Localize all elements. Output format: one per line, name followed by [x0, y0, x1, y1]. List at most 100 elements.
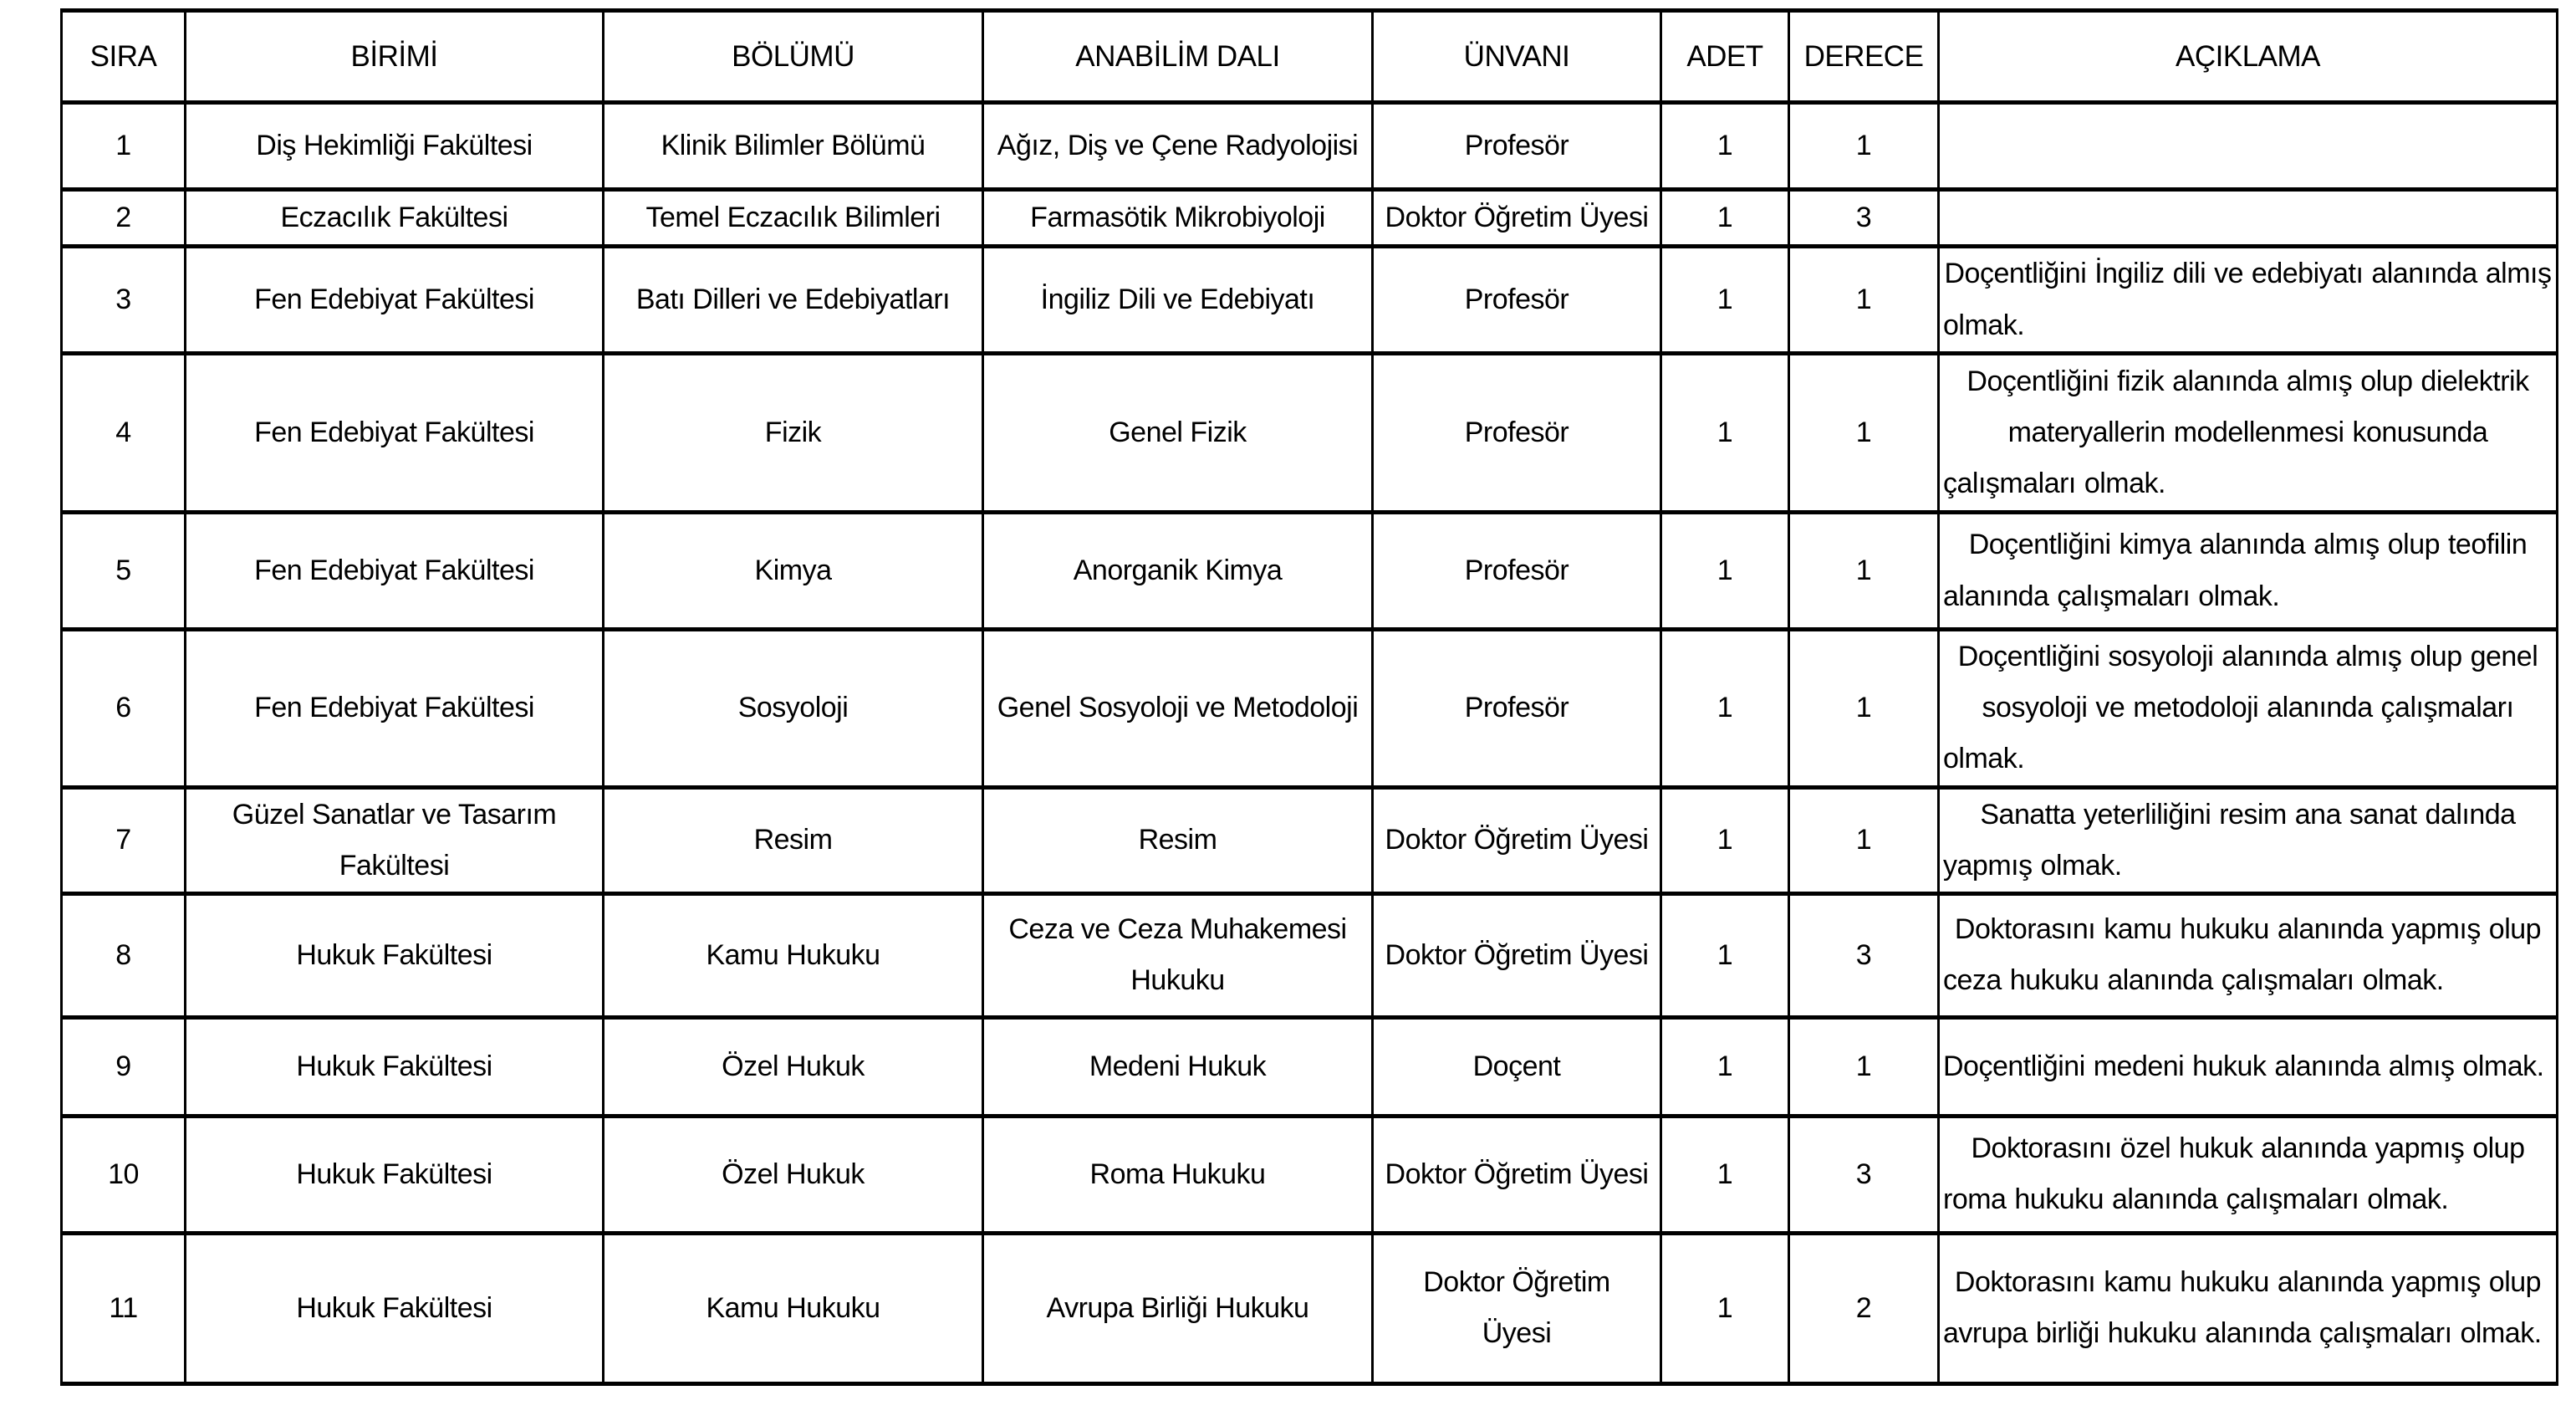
table-row: 10 Hukuk Fakültesi Özel Hukuk Roma Hukuk… [60, 1113, 2558, 1235]
cell-derece: 2 [1788, 1230, 1940, 1386]
cell-adet: 1 [1660, 785, 1790, 896]
cell-unvani: Profesör [1371, 510, 1662, 631]
cell-derece: 3 [1788, 891, 1940, 1020]
cell-adet: 1 [1660, 510, 1790, 631]
cell-aciklama [1937, 187, 2558, 248]
cell-derece: 1 [1788, 510, 1940, 631]
cell-anabilim-dali: Ceza ve Ceza Muhakemesi Hukuku [982, 891, 1374, 1020]
column-header-sira: SIRA [60, 8, 186, 105]
cell-unvani: Doktor Öğretim Üyesi [1371, 1113, 1662, 1235]
cell-sira: 5 [60, 510, 186, 631]
cell-birimi: Hukuk Fakültesi [184, 1230, 604, 1386]
cell-birimi: Güzel Sanatlar ve Tasarım Fakültesi [184, 785, 604, 896]
cell-adet: 1 [1660, 351, 1790, 514]
cell-adet: 1 [1660, 244, 1790, 355]
academic-positions-table: SIRA BİRİMİ BÖLÜMÜ ANABİLİM DALI ÜNVANI … [60, 8, 2558, 1386]
cell-aciklama: Doçentliğini medeni hukuk alanında almış… [1937, 1015, 2558, 1118]
cell-bolumu: Özel Hukuk [602, 1015, 984, 1118]
cell-unvani: Profesör [1371, 244, 1662, 355]
cell-aciklama [1937, 100, 2558, 192]
column-header-aciklama: AÇIKLAMA [1937, 8, 2558, 105]
cell-bolumu: Temel Eczacılık Bilimleri [602, 187, 984, 248]
cell-aciklama: Doktorasını özel hukuk alanında yapmış o… [1937, 1113, 2558, 1235]
cell-adet: 1 [1660, 627, 1790, 790]
cell-adet: 1 [1660, 1113, 1790, 1235]
cell-unvani: Profesör [1371, 100, 1662, 192]
cell-bolumu: Klinik Bilimler Bölümü [602, 100, 984, 192]
cell-sira: 1 [60, 100, 186, 192]
table-row: 7 Güzel Sanatlar ve Tasarım Fakültesi Re… [60, 785, 2558, 896]
cell-unvani: Doçent [1371, 1015, 1662, 1118]
cell-derece: 1 [1788, 351, 1940, 514]
cell-derece: 1 [1788, 627, 1940, 790]
cell-adet: 1 [1660, 1230, 1790, 1386]
column-header-anabilim-dali: ANABİLİM DALI [982, 8, 1374, 105]
cell-unvani: Doktor Öğretim Üyesi [1371, 1230, 1662, 1386]
cell-aciklama: Doktorasını kamu hukuku alanında yapmış … [1937, 1230, 2558, 1386]
cell-bolumu: Kimya [602, 510, 984, 631]
cell-bolumu: Fizik [602, 351, 984, 514]
cell-bolumu: Batı Dilleri ve Edebiyatları [602, 244, 984, 355]
header-row: SIRA BİRİMİ BÖLÜMÜ ANABİLİM DALI ÜNVANI … [60, 8, 2558, 105]
cell-birimi: Fen Edebiyat Fakültesi [184, 351, 604, 514]
cell-sira: 8 [60, 891, 186, 1020]
cell-birimi: Diş Hekimliği Fakültesi [184, 100, 604, 192]
cell-birimi: Eczacılık Fakültesi [184, 187, 604, 248]
cell-sira: 10 [60, 1113, 186, 1235]
cell-birimi: Fen Edebiyat Fakültesi [184, 627, 604, 790]
cell-sira: 9 [60, 1015, 186, 1118]
column-header-unvani: ÜNVANI [1371, 8, 1662, 105]
cell-anabilim-dali: Roma Hukuku [982, 1113, 1374, 1235]
column-header-birimi: BİRİMİ [184, 8, 604, 105]
announcement-table-container: SIRA BİRİMİ BÖLÜMÜ ANABİLİM DALI ÜNVANI … [60, 8, 2558, 1386]
cell-anabilim-dali: Genel Sosyoloji ve Metodoloji [982, 627, 1374, 790]
cell-anabilim-dali: Genel Fizik [982, 351, 1374, 514]
cell-anabilim-dali: Resim [982, 785, 1374, 896]
table-row: 9 Hukuk Fakültesi Özel Hukuk Medeni Huku… [60, 1015, 2558, 1118]
column-header-derece: DERECE [1788, 8, 1940, 105]
cell-anabilim-dali: Anorganik Kimya [982, 510, 1374, 631]
cell-aciklama: Sanatta yeterliliğini resim ana sanat da… [1937, 785, 2558, 896]
cell-aciklama: Doçentliğini İngiliz dili ve edebiyatı a… [1937, 244, 2558, 355]
cell-aciklama: Doçentliğini sosyoloji alanında almış ol… [1937, 627, 2558, 790]
cell-sira: 7 [60, 785, 186, 896]
cell-anabilim-dali: Medeni Hukuk [982, 1015, 1374, 1118]
cell-unvani: Doktor Öğretim Üyesi [1371, 187, 1662, 248]
table-row: 8 Hukuk Fakültesi Kamu Hukuku Ceza ve Ce… [60, 891, 2558, 1020]
cell-anabilim-dali: Ağız, Diş ve Çene Radyolojisi [982, 100, 1374, 192]
table-row: 1 Diş Hekimliği Fakültesi Klinik Bilimle… [60, 100, 2558, 192]
table-row: 11 Hukuk Fakültesi Kamu Hukuku Avrupa Bi… [60, 1230, 2558, 1386]
cell-sira: 4 [60, 351, 186, 514]
cell-bolumu: Kamu Hukuku [602, 1230, 984, 1386]
column-header-bolumu: BÖLÜMÜ [602, 8, 984, 105]
cell-aciklama: Doçentliğini kimya alanında almış olup t… [1937, 510, 2558, 631]
cell-aciklama: Doktorasını kamu hukuku alanında yapmış … [1937, 891, 2558, 1020]
cell-bolumu: Resim [602, 785, 984, 896]
table-row: 6 Fen Edebiyat Fakültesi Sosyoloji Genel… [60, 627, 2558, 790]
table-row: 5 Fen Edebiyat Fakültesi Kimya Anorganik… [60, 510, 2558, 631]
cell-unvani: Profesör [1371, 627, 1662, 790]
cell-adet: 1 [1660, 187, 1790, 248]
cell-derece: 1 [1788, 244, 1940, 355]
cell-unvani: Doktor Öğretim Üyesi [1371, 891, 1662, 1020]
cell-birimi: Hukuk Fakültesi [184, 1015, 604, 1118]
cell-sira: 11 [60, 1230, 186, 1386]
cell-anabilim-dali: Farmasötik Mikrobiyoloji [982, 187, 1374, 248]
column-header-adet: ADET [1660, 8, 1790, 105]
table-row: 4 Fen Edebiyat Fakültesi Fizik Genel Fiz… [60, 351, 2558, 514]
cell-bolumu: Özel Hukuk [602, 1113, 984, 1235]
cell-bolumu: Kamu Hukuku [602, 891, 984, 1020]
cell-unvani: Profesör [1371, 351, 1662, 514]
cell-derece: 3 [1788, 1113, 1940, 1235]
cell-birimi: Fen Edebiyat Fakültesi [184, 244, 604, 355]
cell-adet: 1 [1660, 100, 1790, 192]
cell-anabilim-dali: İngiliz Dili ve Edebiyatı [982, 244, 1374, 355]
cell-adet: 1 [1660, 891, 1790, 1020]
cell-birimi: Hukuk Fakültesi [184, 1113, 604, 1235]
table-row: 2 Eczacılık Fakültesi Temel Eczacılık Bi… [60, 187, 2558, 248]
cell-derece: 1 [1788, 1015, 1940, 1118]
cell-aciklama: Doçentliğini fizik alanında almış olup d… [1937, 351, 2558, 514]
cell-bolumu: Sosyoloji [602, 627, 984, 790]
table-row: 3 Fen Edebiyat Fakültesi Batı Dilleri ve… [60, 244, 2558, 355]
cell-birimi: Hukuk Fakültesi [184, 891, 604, 1020]
